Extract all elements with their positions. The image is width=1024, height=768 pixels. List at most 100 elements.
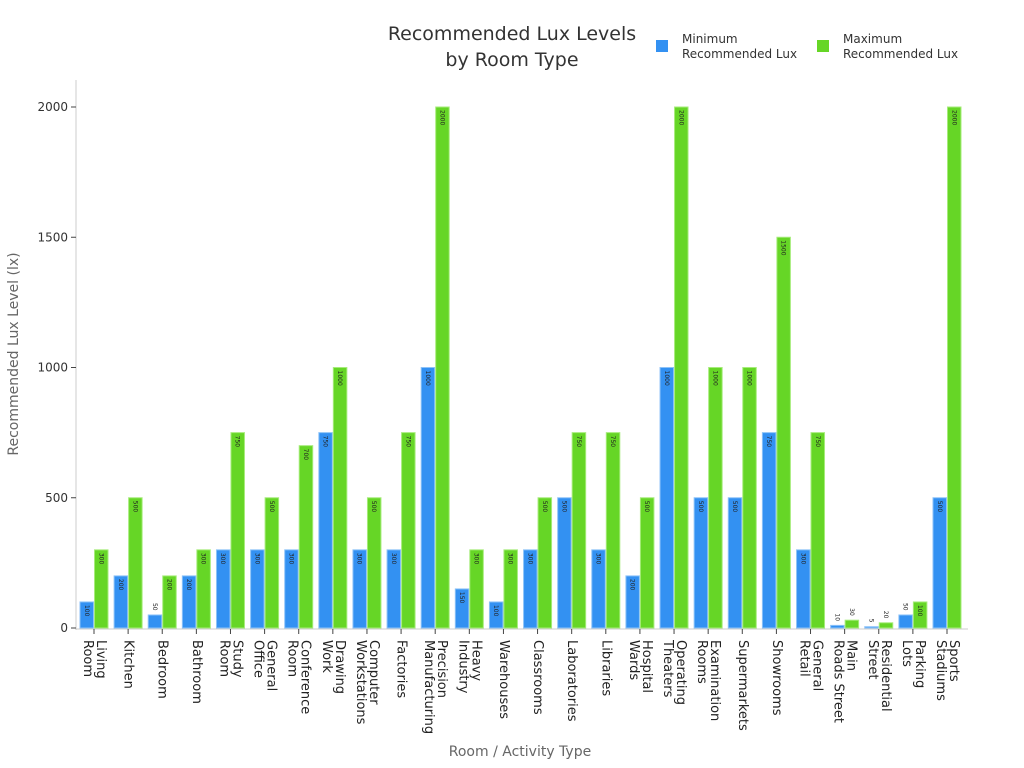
- data-label: 750: [609, 436, 616, 448]
- bar-min: [523, 549, 538, 629]
- x-tick-label: ResidentialStreet: [865, 640, 893, 712]
- data-label: 10: [833, 613, 840, 621]
- x-tick-label: Laboratories: [564, 640, 579, 722]
- data-label: 300: [507, 553, 514, 565]
- bar-max: [162, 575, 177, 629]
- data-label: 700: [302, 449, 309, 461]
- x-axis-label: Room / Activity Type: [449, 744, 591, 760]
- bar-max: [128, 497, 143, 629]
- bar-min: [215, 549, 231, 629]
- y-tick-label: 1000: [37, 361, 68, 375]
- data-label: 200: [165, 579, 172, 591]
- data-label: 500: [560, 501, 567, 513]
- bar-min: [284, 549, 299, 629]
- x-tick-label: ConferenceRoom: [285, 640, 313, 714]
- bar-min: [727, 497, 743, 629]
- x-tick-label: Warehouses: [496, 640, 511, 719]
- legend-label: Minimum Recommended Lux: [682, 32, 797, 61]
- x-tick-label: Libraries: [598, 640, 613, 696]
- bar-max: [605, 432, 621, 629]
- data-label: 5: [868, 619, 875, 623]
- data-label: 300: [390, 553, 397, 565]
- y-tick-label: 1500: [37, 230, 68, 244]
- x-tick-label: Bedroom: [155, 640, 170, 699]
- bar-max: [435, 106, 450, 629]
- data-label: 300: [97, 553, 104, 565]
- data-label: 750: [404, 436, 411, 448]
- data-label: 300: [526, 553, 533, 565]
- data-label: 300: [287, 553, 294, 565]
- y-tick-label: 0: [60, 621, 68, 635]
- y-axis-label: Recommended Lux Level (lx): [6, 252, 22, 455]
- data-label: 300: [473, 553, 480, 565]
- x-tick-label: Kitchen: [121, 640, 136, 689]
- y-tick-label: 2000: [37, 100, 68, 114]
- bar-min: [454, 588, 470, 629]
- bar-min: [830, 624, 845, 629]
- data-label: 750: [575, 436, 582, 448]
- bar-min: [318, 432, 333, 629]
- x-tick-label: ComputerWorkstations: [353, 640, 381, 725]
- x-tick-label: HospitalWards: [626, 640, 654, 693]
- data-label: 100: [916, 605, 923, 617]
- data-label: 500: [370, 501, 377, 513]
- data-label: 500: [541, 501, 548, 513]
- x-tick-label: OperatingTheaters: [660, 639, 688, 705]
- data-label: 2000: [677, 110, 684, 125]
- data-label: 1000: [424, 371, 431, 386]
- x-tick-label: DrawingWork: [319, 640, 347, 694]
- bar-max: [230, 432, 245, 629]
- bar-max: [912, 601, 928, 629]
- bar-max: [366, 497, 382, 629]
- bar-min: [488, 601, 504, 629]
- data-label: 200: [117, 579, 124, 591]
- x-tick-label: Bathroom: [189, 640, 204, 704]
- x-tick-label: GeneralRetail: [797, 640, 825, 691]
- data-label: 200: [185, 579, 192, 591]
- x-tick-label: PrecisionManufacturing: [421, 640, 449, 734]
- x-tick-label: Factories: [394, 640, 409, 698]
- bar-min: [113, 575, 129, 629]
- data-label: 1000: [746, 371, 753, 386]
- legend-label: Maximum Recommended Lux: [843, 32, 958, 61]
- x-tick-label: HeavyIndustry: [455, 640, 483, 694]
- bar-min: [625, 575, 640, 629]
- data-label: 50: [151, 603, 158, 611]
- x-tick-label: LivingRoom: [80, 640, 108, 679]
- bar-min: [557, 497, 572, 629]
- bar-max: [878, 622, 894, 629]
- x-tick-label: ExaminationRooms: [694, 640, 722, 721]
- bar-max: [401, 432, 416, 629]
- bar-max: [571, 432, 587, 629]
- legend-swatch: [656, 40, 668, 52]
- data-label: 300: [595, 553, 602, 565]
- x-tick-label: ParkingLots: [899, 640, 927, 688]
- data-label: 750: [322, 436, 329, 448]
- chart-title: by Room Type: [445, 49, 578, 71]
- bar-max: [264, 497, 280, 629]
- data-label: 300: [219, 553, 226, 565]
- data-label: 100: [492, 605, 499, 617]
- data-label: 50: [902, 603, 909, 611]
- data-label: 300: [356, 553, 363, 565]
- bar-max: [94, 549, 109, 629]
- data-label: 500: [268, 501, 275, 513]
- bar-min: [250, 549, 265, 629]
- bar-max: [776, 236, 791, 629]
- bar-min: [181, 575, 197, 629]
- data-label: 500: [936, 501, 943, 513]
- chart-title: Recommended Lux Levels: [388, 23, 636, 45]
- bar-min: [352, 549, 367, 629]
- data-label: 1000: [336, 371, 343, 386]
- data-label: 300: [200, 553, 207, 565]
- bar-min: [591, 549, 606, 629]
- bar-max: [298, 445, 314, 629]
- bar-min: [864, 626, 879, 629]
- data-label: 300: [253, 553, 260, 565]
- bar-min: [147, 614, 163, 629]
- bar-max: [537, 497, 553, 629]
- bar-min: [79, 601, 94, 629]
- x-tick-label: GeneralOffice: [251, 640, 279, 691]
- data-label: 30: [848, 608, 855, 616]
